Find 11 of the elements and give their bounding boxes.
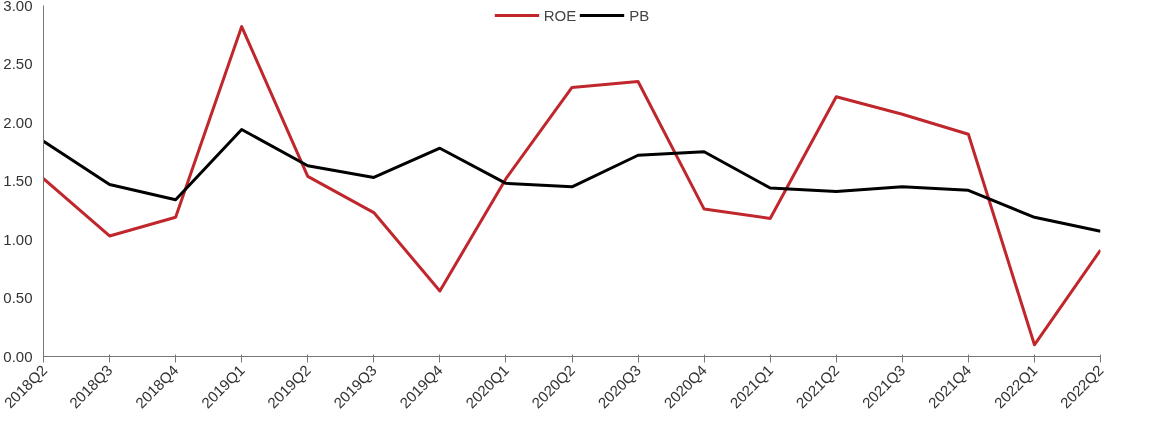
y-tick-label: 0.00 <box>3 347 33 365</box>
y-tick-label: 2.00 <box>3 113 33 131</box>
legend-label: PB <box>629 6 650 24</box>
y-tick-label: 0.50 <box>3 289 33 306</box>
y-tick-label: 1.00 <box>3 230 33 248</box>
line-series <box>43 128 1101 233</box>
y-tick-label: 1.50 <box>3 172 33 189</box>
line-series <box>43 25 1101 347</box>
y-tick-label: 3.00 <box>3 0 33 14</box>
legend-label: ROE <box>543 6 577 24</box>
y-tick-label: 2.50 <box>3 55 33 72</box>
